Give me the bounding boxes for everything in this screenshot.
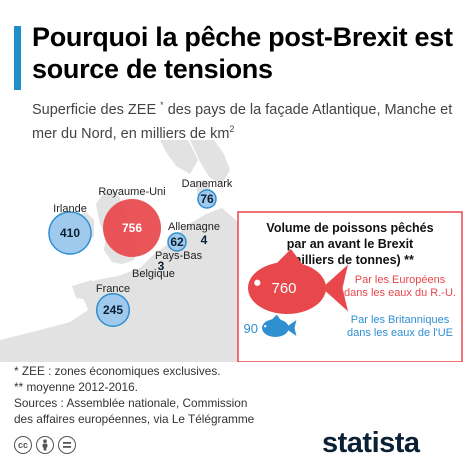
subtitle-footnote-mark: *	[160, 100, 164, 110]
bubble-danemark	[197, 189, 217, 209]
equals-glyph-icon	[63, 442, 71, 448]
attribution-icon[interactable]	[36, 436, 54, 454]
bubble-value-pays-bas: 4	[201, 233, 208, 247]
bubble-label-belgique: Belgique	[132, 268, 175, 280]
bubble-label-irlande: Irlande	[53, 203, 87, 215]
land-scandinavia	[190, 140, 230, 184]
subtitle-exponent: 2	[229, 123, 235, 134]
fish-2-fin	[271, 314, 281, 320]
fish-box-content: Volume de poissons pêchés par an avant le…	[244, 221, 456, 339]
fish-label-1-line-2: dans les eaux du R.-U.	[344, 287, 456, 299]
subtitle-rest: des pays de la façade Atlantique, Manche…	[32, 101, 453, 142]
bubble-label-royaume-uni: Royaume-Uni	[98, 186, 165, 198]
fish-label-2-line-2: dans les eaux de l'UE	[347, 327, 453, 339]
bubble-value-irlande: 410	[60, 226, 80, 240]
fish-1	[248, 249, 348, 314]
page-subtitle: Superficie des ZEE * des pays de la faça…	[32, 96, 462, 144]
fish-value-2: 90	[244, 321, 258, 336]
fish-label-2-line-1: Par les Britanniques	[351, 314, 450, 326]
footnote-average: ** moyenne 2012-2016.	[14, 380, 138, 394]
fish-2	[262, 314, 297, 337]
attribution-figure-icon	[42, 439, 48, 451]
bubble-label-danemark: Danemark	[182, 178, 233, 190]
footnotes: * ZEE : zones économiques exclusives. **…	[14, 363, 454, 427]
fish-1-tail	[322, 264, 348, 312]
bubble-value-royaume-uni: 756	[122, 221, 142, 235]
footnote-zee: * ZEE : zones économiques exclusives.	[14, 364, 221, 378]
bubble-label-france: France	[96, 283, 130, 295]
bubble-label-allemagne: Allemagne	[168, 221, 220, 233]
fish-2-body	[262, 319, 289, 337]
land-brittany	[72, 280, 100, 300]
bubble-label-pays-bas: Pays-Bas	[155, 250, 203, 262]
fish-value-1: 760	[271, 280, 296, 297]
bubble-value-allemagne: 62	[170, 235, 184, 249]
fish-2-eye	[264, 325, 267, 328]
page-title: Pourquoi la pêche post-Brexit est source…	[32, 22, 453, 84]
bubble-royaume-uni	[103, 199, 161, 257]
footnote-sources-1: Sources : Assemblée nationale, Commissio…	[14, 396, 248, 410]
fish-1-fin	[275, 249, 303, 265]
bubble-value-france: 245	[103, 303, 123, 317]
cc-icon[interactable]: cc	[14, 436, 32, 454]
statista-logo[interactable]: statista	[322, 427, 420, 459]
bubble-value-belgique: 3	[158, 259, 165, 273]
fish-box-title-line-1: Volume de poissons pêchés	[266, 221, 433, 235]
bubble-allemagne	[167, 232, 187, 252]
fish-1-body	[248, 262, 326, 314]
bubble-layer: Irlande 410 Royaume-Uni 756 Danemark 76 Allema…	[48, 178, 233, 328]
fish-1-eye	[254, 279, 261, 286]
bubble-france	[95, 292, 131, 328]
accent-bar	[14, 26, 21, 90]
bubble-irlande	[48, 211, 92, 255]
cc-icon-text: cc	[17, 439, 28, 450]
footnote-sources-2: des affaires européennes, via Le Télégra…	[14, 412, 255, 426]
land-norway	[160, 140, 198, 174]
bubble-value-danemark: 76	[200, 192, 214, 206]
map-chart: Irlande 410 Royaume-Uni 756 Danemark 76 Allema…	[0, 140, 463, 362]
fish-box-title-line-3: (milliers de tonnes) **	[286, 253, 414, 267]
fish-label-1-line-1: Par les Européens	[355, 274, 446, 286]
equals-icon[interactable]	[58, 436, 76, 454]
fish-2-tail	[284, 319, 297, 337]
subtitle-text: Superficie des ZEE	[32, 101, 157, 118]
fish-box-title-line-2: par an avant le Brexit	[287, 237, 414, 251]
